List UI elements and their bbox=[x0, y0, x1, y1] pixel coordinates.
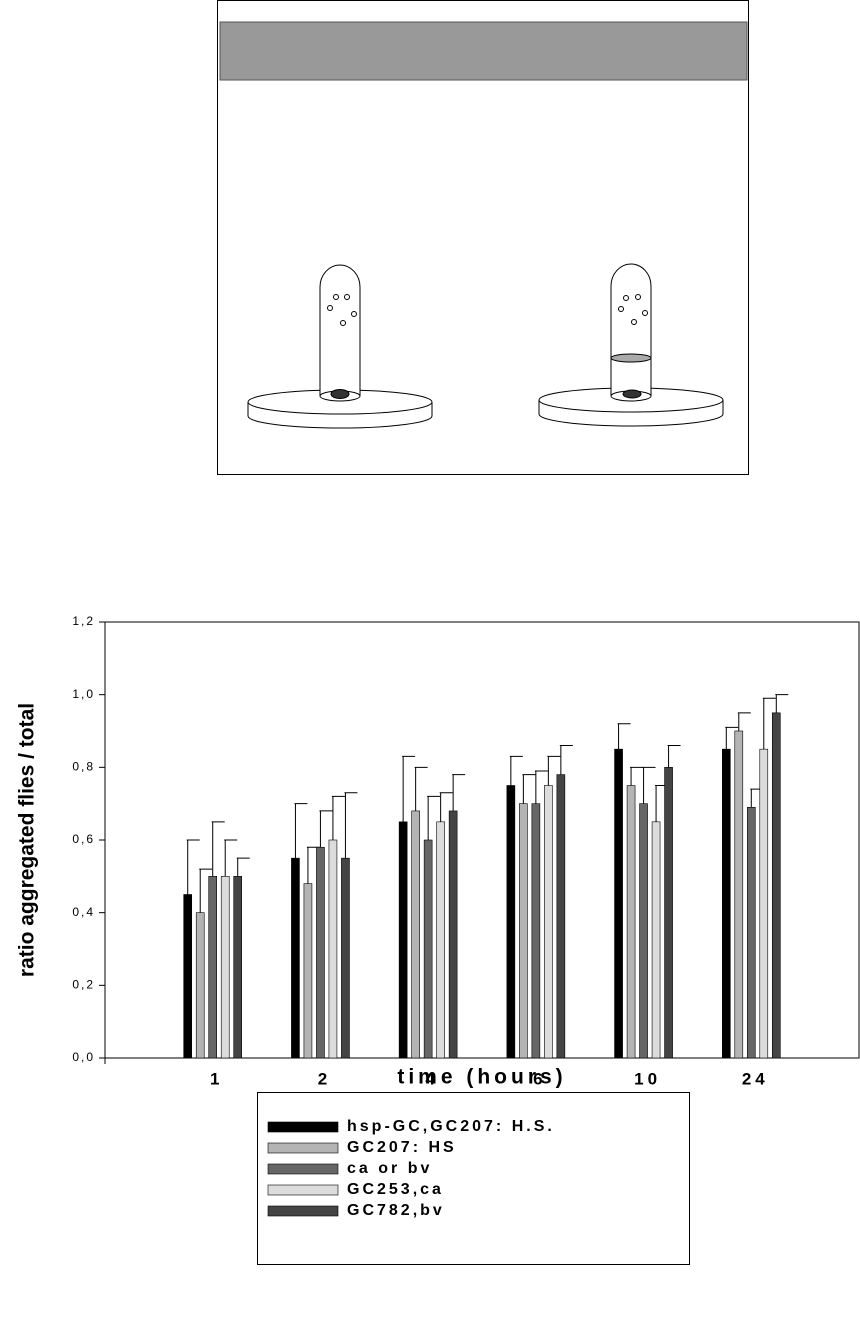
error-bar bbox=[199, 868, 213, 913]
error-bar bbox=[630, 766, 644, 786]
x-tick-label: 10 bbox=[634, 1069, 661, 1088]
bar bbox=[639, 803, 648, 1059]
bar bbox=[664, 767, 673, 1059]
legend-swatch bbox=[267, 1184, 339, 1196]
x-tick-label: 24 bbox=[742, 1069, 769, 1088]
error-bar bbox=[534, 770, 548, 804]
x-tick-label: 2 bbox=[318, 1069, 331, 1088]
bar bbox=[220, 876, 230, 1059]
legend-label: GC782,bv bbox=[347, 1202, 445, 1219]
y-tick-label: 0,4 bbox=[72, 905, 95, 919]
diagram-frame bbox=[217, 0, 749, 475]
bar bbox=[531, 803, 541, 1059]
error-bar bbox=[319, 810, 333, 848]
light-source bbox=[219, 21, 748, 81]
error-bar bbox=[725, 726, 739, 750]
error-bar bbox=[414, 766, 428, 811]
error-bar bbox=[775, 694, 789, 713]
legend-swatch bbox=[267, 1121, 339, 1133]
bar bbox=[436, 821, 445, 1059]
x-tick-label: 6 bbox=[533, 1069, 546, 1088]
y-tick-label: 1,0 bbox=[72, 687, 95, 701]
legend-label: ca or bv bbox=[347, 1160, 432, 1177]
y-tick-label: 0,6 bbox=[72, 832, 95, 846]
y-tick-label: 0,0 bbox=[72, 1050, 95, 1064]
bar bbox=[506, 785, 516, 1059]
error-bar bbox=[667, 745, 681, 768]
bar bbox=[651, 821, 661, 1059]
bar bbox=[448, 810, 458, 1059]
error-bar bbox=[236, 857, 250, 877]
error-bar bbox=[559, 745, 573, 775]
apparatus-diagram bbox=[217, 0, 749, 475]
bar bbox=[341, 857, 350, 1059]
error-bar bbox=[642, 766, 656, 804]
error-bar bbox=[331, 795, 345, 840]
x-tick-label: 1 bbox=[210, 1069, 223, 1088]
bar bbox=[208, 876, 218, 1059]
bar bbox=[519, 803, 528, 1059]
dish-right bbox=[538, 263, 724, 427]
y-axis-title: ratio aggregated flies / total bbox=[16, 703, 39, 977]
error-bar bbox=[211, 821, 225, 877]
bar bbox=[303, 883, 313, 1059]
error-bar bbox=[224, 839, 238, 877]
error-bar bbox=[737, 712, 751, 731]
bar bbox=[195, 912, 205, 1059]
bar bbox=[544, 785, 553, 1059]
bar bbox=[556, 774, 566, 1059]
bar bbox=[183, 894, 193, 1059]
bar bbox=[746, 806, 756, 1059]
y-tick-label: 0,2 bbox=[72, 978, 95, 992]
bar bbox=[423, 839, 433, 1059]
error-bar bbox=[762, 697, 776, 750]
legend-swatch bbox=[267, 1205, 339, 1217]
y-tick-label: 0,8 bbox=[72, 760, 95, 774]
legend-label: hsp-GC,GC207: H.S. bbox=[347, 1118, 555, 1135]
error-bar bbox=[617, 723, 631, 750]
bar bbox=[316, 846, 325, 1059]
bar bbox=[411, 810, 420, 1059]
x-axis-title: time (hours) bbox=[397, 1066, 566, 1089]
error-bar bbox=[509, 755, 523, 786]
bar bbox=[771, 712, 781, 1059]
error-bar bbox=[294, 803, 308, 859]
error-bar bbox=[547, 755, 561, 786]
error-bar bbox=[452, 774, 466, 811]
plot-frame bbox=[104, 621, 860, 1059]
error-bar bbox=[402, 755, 416, 822]
error-bar bbox=[186, 839, 200, 895]
bar bbox=[626, 785, 636, 1059]
dish-left bbox=[247, 264, 433, 429]
bar bbox=[759, 748, 769, 1059]
legend-swatch bbox=[267, 1142, 339, 1154]
error-bar bbox=[427, 795, 441, 840]
error-bar bbox=[344, 792, 358, 859]
bar bbox=[614, 748, 623, 1059]
bar bbox=[398, 821, 408, 1059]
legend-swatch bbox=[267, 1163, 339, 1175]
legend-box bbox=[257, 1092, 690, 1265]
bar bbox=[328, 839, 338, 1059]
legend-label: GC207: HS bbox=[347, 1139, 457, 1156]
x-tick-label: 4 bbox=[425, 1069, 438, 1088]
bar bbox=[291, 857, 300, 1059]
error-bar bbox=[522, 774, 536, 804]
bar bbox=[721, 748, 731, 1059]
bar bbox=[233, 876, 243, 1059]
error-bar bbox=[439, 792, 453, 822]
bar bbox=[734, 730, 744, 1059]
y-tick-label: 1,2 bbox=[72, 614, 95, 628]
legend-label: GC253,ca bbox=[347, 1181, 444, 1198]
